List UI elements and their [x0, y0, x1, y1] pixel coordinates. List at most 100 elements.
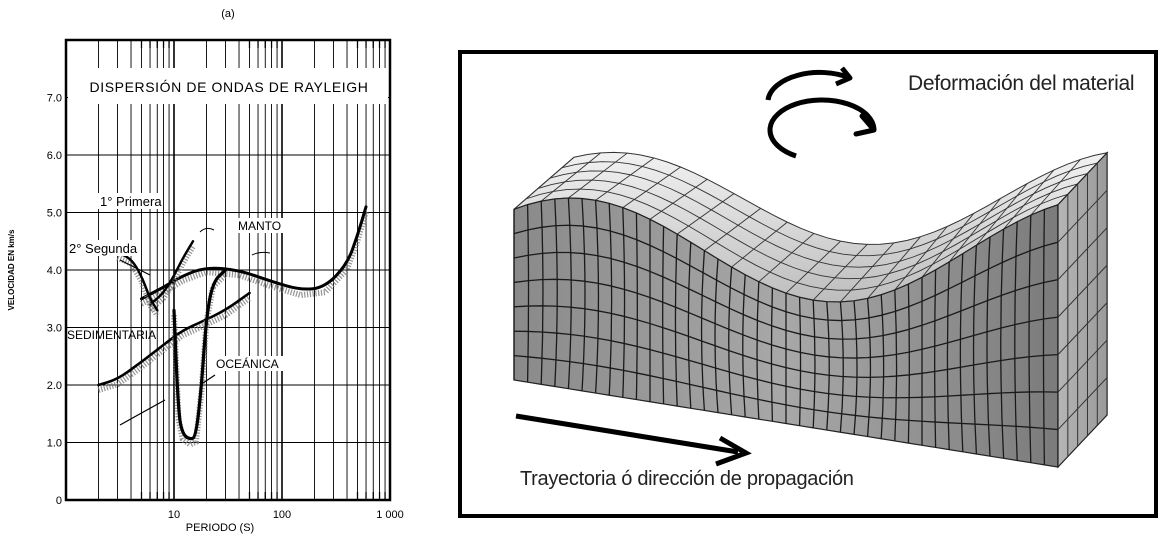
front-grid-line	[687, 242, 692, 409]
front-grid-line	[866, 298, 872, 437]
x-tick-label: 10	[168, 509, 180, 521]
front-grid-line	[554, 198, 558, 387]
front-grid-line	[1042, 209, 1046, 465]
front-grid-line	[972, 245, 978, 455]
top-grid-line	[840, 242, 895, 303]
rayleigh-wave-diagram: Deformación del material Trayectoria ó d…	[458, 50, 1158, 518]
front-grid-line	[526, 204, 530, 383]
series-line	[148, 240, 195, 306]
oceanica-label: OCEÁNICA	[216, 356, 279, 371]
propagation-arrow-icon	[515, 413, 752, 467]
material-deformation-caption: Deformación del material	[908, 72, 1135, 95]
manto-label: MANTO	[238, 219, 281, 233]
front-grid-line	[662, 226, 665, 404]
front-grid-line	[700, 250, 706, 411]
top-grid-line	[948, 198, 1001, 263]
block-end-face	[1057, 151, 1108, 469]
chart-ticks: 0 1.0 2.0 3.0 4.0 5.0 6.0 7.0 10 100 1 000	[47, 40, 404, 521]
front-grid-line	[1000, 229, 1005, 459]
front-grid-line	[894, 289, 898, 441]
front-grid-line	[839, 301, 844, 433]
top-grid-line	[1030, 159, 1081, 216]
top-grid-line	[549, 170, 1088, 268]
front-grid-line	[513, 251, 1059, 340]
series-band	[171, 272, 228, 449]
series-band	[148, 244, 196, 312]
leader-lines	[119, 259, 216, 426]
y-axis-label: VELOCIDAD EN km/s	[7, 229, 16, 310]
end-grid-line	[1057, 227, 1108, 281]
top-grid-line	[921, 213, 975, 278]
chart-series	[97, 205, 369, 449]
top-grid-line	[537, 179, 1078, 280]
chart-grid	[66, 40, 390, 500]
top-grid-line	[894, 226, 948, 291]
front-grid-line	[742, 274, 746, 418]
oceanica-label-bg	[215, 356, 297, 371]
top-grid-line	[704, 207, 761, 252]
top-grid-line	[976, 183, 1028, 246]
top-grid-line	[525, 188, 1068, 291]
front-grid-line	[798, 297, 802, 426]
manto-label-bg	[237, 218, 289, 233]
series-line	[97, 291, 251, 387]
block-front-face	[513, 197, 1059, 468]
front-grid-line	[513, 330, 1059, 399]
top-grid-line	[785, 240, 841, 294]
front-grid-line	[826, 301, 830, 431]
front-grid-line	[934, 269, 937, 448]
front-grid-line	[1028, 215, 1032, 463]
top-grid-line	[513, 156, 575, 210]
series-line	[172, 268, 228, 441]
front-grid-line	[567, 197, 572, 389]
sedimentaria-label: SEDIMENTARIA	[67, 328, 156, 342]
end-grid-line	[1057, 264, 1108, 318]
front-grid-line	[622, 207, 626, 398]
primera-label: 1° Primera	[100, 194, 162, 209]
deformed-block	[513, 66, 1109, 469]
front-grid-line	[986, 236, 991, 457]
front-grid-line	[1014, 221, 1018, 461]
x-tick-label: 100	[273, 509, 291, 521]
front-grid-line	[946, 261, 950, 450]
front-grid-line	[812, 300, 816, 428]
front-grid-line	[513, 278, 1059, 359]
segunda-label-bg	[68, 240, 136, 256]
top-grid-line	[561, 161, 1098, 257]
top-grid-line	[1003, 169, 1055, 230]
y-tick-label: 7.0	[47, 93, 62, 105]
front-grid-line	[959, 253, 964, 452]
chart-title: DISPERSIÓN DE ONDAS DE RAYLEIGH	[90, 79, 369, 95]
top-grid-line	[540, 152, 601, 202]
front-grid-line	[635, 212, 638, 400]
end-grid-line	[1057, 377, 1108, 430]
x-axis-label: PERIODO (S)	[186, 522, 254, 534]
y-tick-label: 1.0	[47, 438, 62, 450]
front-grid-line	[674, 234, 678, 407]
front-grid-line	[513, 354, 1059, 431]
top-grid-line	[812, 244, 868, 301]
end-grid-line	[1057, 339, 1108, 393]
front-grid-line	[728, 267, 733, 415]
segunda-label: 2° Segunda	[69, 241, 138, 256]
front-grid-line	[770, 287, 774, 422]
front-grid-line	[907, 284, 910, 444]
front-grid-line	[756, 281, 760, 420]
front-grid-line	[513, 224, 1059, 322]
propagation-direction-caption: Trayectoria ó dirección de propagación	[520, 468, 854, 490]
top-grid-line	[731, 221, 788, 268]
series-band	[140, 210, 369, 307]
top-grid-line	[568, 152, 628, 199]
y-tick-label: 2.0	[47, 380, 62, 392]
y-tick-label: 3.0	[47, 323, 62, 335]
top-grid-line	[622, 166, 681, 208]
front-grid-line	[594, 200, 600, 394]
series-band	[116, 255, 160, 317]
front-grid-line	[853, 300, 858, 435]
front-grid-line	[608, 203, 613, 396]
chart-canvas: 0 1.0 2.0 3.0 4.0 5.0 6.0 7.0 10 100 1 000 (a) DIS…	[7, 8, 404, 534]
end-grid-line	[1057, 189, 1108, 243]
front-grid-line	[513, 305, 1059, 379]
front-grid-line	[714, 258, 719, 413]
annotation-marks	[199, 227, 271, 256]
